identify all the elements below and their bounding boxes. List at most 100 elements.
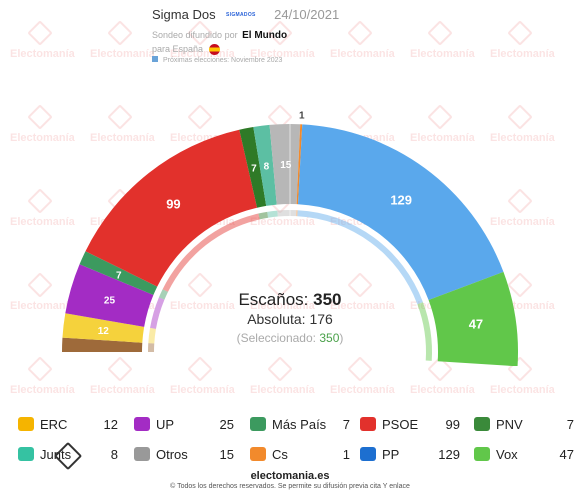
watermark-text: Electomanía	[10, 48, 75, 60]
majority-label: Absoluta:	[247, 311, 306, 327]
segment-value-label: 7	[116, 270, 122, 281]
footer-brand[interactable]: electomania.es	[250, 470, 330, 482]
commissioned-prefix: Sondeo difundido por	[152, 30, 238, 40]
hemicycle-inner-ring-segment	[158, 289, 169, 300]
segment-value-label: 25	[104, 296, 116, 307]
cube-icon	[152, 56, 158, 63]
hemicycle-inner-ring-segment	[297, 210, 423, 305]
legend-row: ERC 12 UP 25 Más País 7 PSOE 99 PNV 7	[18, 415, 578, 445]
hemicycle-inner-ring-segment	[148, 327, 156, 344]
hemicycle-segment	[239, 126, 267, 208]
watermark-mark: Electomanía	[490, 20, 555, 60]
hemicycle-segment	[62, 313, 145, 343]
legend-item-otros[interactable]: Otros 15	[134, 445, 234, 465]
legend-name: UP	[156, 417, 175, 432]
legend-value: 99	[445, 417, 460, 432]
pollster-name: Sigma Dos	[152, 7, 216, 22]
hemicycle-inner-ring-segment	[258, 211, 269, 220]
legend-item-mas-pais[interactable]: Más País 7	[250, 415, 350, 435]
hemicycle-segment	[297, 124, 504, 300]
legend-item-up[interactable]: UP 25	[134, 415, 234, 435]
legend-name: Otros	[156, 447, 188, 462]
legend-item-psoe[interactable]: PSOE 99	[360, 415, 460, 435]
poll-date: 24/10/2021	[274, 7, 340, 22]
seats-total: 350	[313, 290, 342, 309]
legend-value: 25	[219, 417, 234, 432]
majority-value: 176	[309, 311, 333, 327]
legend-value: 129	[438, 447, 460, 462]
hemicycle-inner-ring-segment	[267, 210, 278, 218]
psoe-icon	[360, 417, 376, 431]
next-elections: Próximas elecciones: Noviembre 2023	[162, 57, 283, 65]
segment-value-label: 8	[264, 161, 270, 172]
hemicycle-segment	[62, 337, 143, 352]
electomania-logo-icon	[507, 20, 533, 46]
up-icon	[134, 417, 150, 431]
watermark-text: Electomanía	[250, 384, 315, 396]
seats-summary: Escaños: 350 Absoluta: 176 (Seleccionado…	[200, 290, 380, 345]
legend-name: PSOE	[382, 417, 419, 432]
junts-icon	[18, 447, 34, 461]
selected-value: 350	[319, 331, 340, 345]
hemicycle-inner-ring-segment	[296, 210, 298, 217]
hemicycle-segment	[65, 264, 154, 327]
watermark-text: Electomanía	[490, 48, 555, 60]
watermark-text: Electomanía	[10, 384, 75, 396]
legend-item-cs[interactable]: Cs 1	[250, 445, 350, 465]
selected-close: )	[339, 331, 344, 345]
pollster-logo: SIGMADOS	[226, 11, 256, 18]
erc-icon	[18, 417, 34, 431]
otros-icon	[134, 447, 150, 461]
segment-value-label: 47	[469, 316, 483, 331]
segment-value-label: 99	[166, 196, 180, 211]
hemicycle-inner-ring-segment	[277, 210, 297, 217]
legend-name: Vox	[496, 447, 518, 462]
legend-row: Junts 8 Otros 15 Cs 1 PP 129 Vox 47	[18, 445, 578, 475]
legend-name: Junts	[40, 447, 72, 462]
legend-value: 15	[219, 447, 234, 462]
hemicycle-segment	[296, 124, 303, 205]
electomania-logo-icon	[27, 20, 53, 46]
legend-name: PNV	[496, 417, 523, 432]
segment-value-label: 129	[390, 192, 412, 207]
hemicycle-segment	[269, 124, 301, 205]
legend-value: 47	[559, 447, 574, 462]
legend-item-vox[interactable]: Vox 47	[474, 445, 574, 465]
legend-item-pnv[interactable]: PNV 7	[474, 415, 574, 435]
poll-header: Sigma Dos SIGMADOS 24/10/2021 Sondeo dif…	[152, 6, 452, 64]
legend-item-erc[interactable]: ERC 12	[18, 415, 118, 435]
footer-rights: © Todos los derechos reservados. Se perm…	[170, 483, 410, 490]
legend-name: Más País	[272, 417, 327, 432]
watermark-text: Electomanía	[410, 384, 475, 396]
hemicycle-segment	[79, 251, 158, 296]
hemicycle-inner-ring-segment	[150, 297, 165, 329]
seats-label: Escaños:	[238, 290, 309, 309]
legend-item-junts[interactable]: Junts 8	[18, 445, 118, 465]
hemicycle-inner-ring-segment	[417, 302, 432, 361]
watermark-text: Electomanía	[330, 384, 395, 396]
legend-value: 12	[103, 417, 118, 432]
electomania-logo-icon	[107, 20, 133, 46]
legend-value: 1	[342, 447, 350, 462]
legend-name: PP	[382, 447, 400, 462]
pnv-icon	[474, 417, 490, 431]
legend-name: Cs	[272, 447, 288, 462]
legend-name: ERC	[40, 417, 68, 432]
watermark-text: Electomanía	[170, 384, 235, 396]
hemicycle-inner-ring-segment	[148, 343, 155, 352]
segment-value-label: 15	[280, 160, 292, 171]
hemicycle-inner-ring-segment	[162, 213, 260, 292]
media-name: El Mundo	[242, 30, 288, 41]
segment-value-label: 7	[251, 163, 257, 174]
party-legend: ERC 12 UP 25 Más País 7 PSOE 99 PNV 7 Ju…	[18, 415, 578, 475]
spain-flag-icon	[208, 44, 220, 56]
hemicycle-segment	[85, 129, 258, 287]
mas-pais-icon	[250, 417, 266, 431]
legend-value: 8	[110, 447, 118, 462]
pp-icon	[360, 447, 376, 461]
vox-icon	[474, 447, 490, 461]
legend-item-pp[interactable]: PP 129	[360, 445, 460, 465]
selected-label: (Seleccionado:	[236, 331, 316, 345]
legend-value: 7	[342, 417, 350, 432]
